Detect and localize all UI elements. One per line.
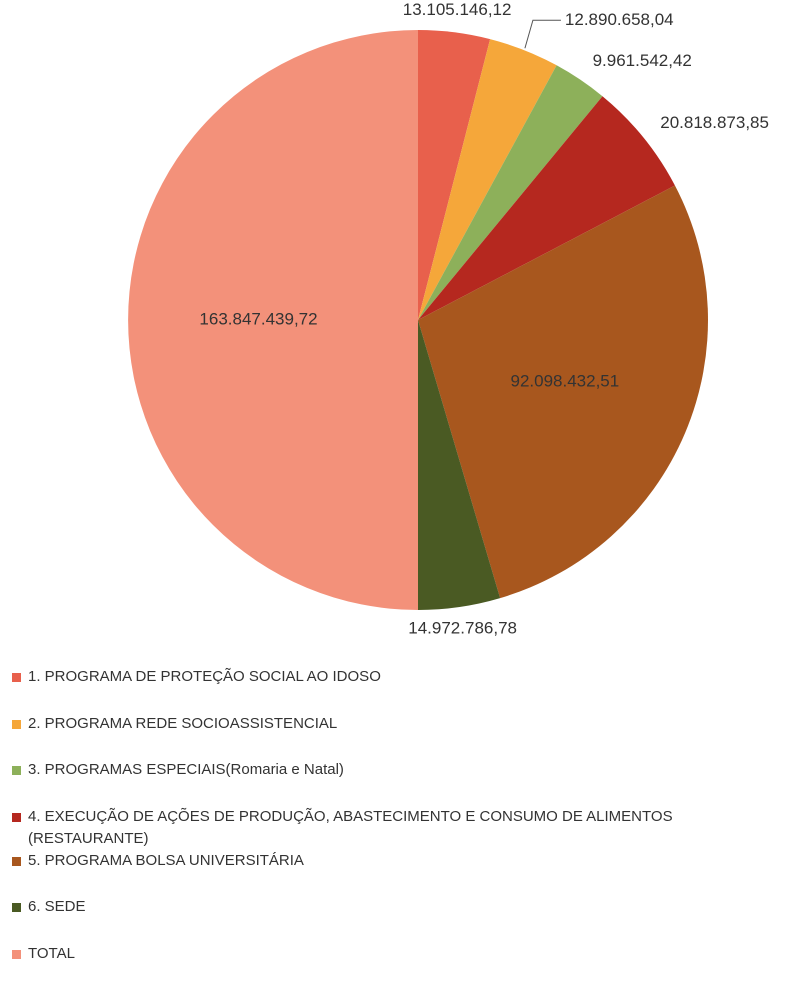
legend-item: 4. EXECUÇÃO DE AÇÕES DE PRODUÇÃO, ABASTE… [12, 806, 796, 850]
pie-slice [418, 65, 603, 320]
page: 13.105.146,12 12.890.658,04 9.961.542,42 20… [12, 0, 769, 962]
data-label: 163.847.439,72 [199, 309, 317, 328]
legend-item: 6. SEDE [12, 896, 796, 918]
chart: 13.105.146,12 12.890.658,04 9.961.542,42 20… [128, 0, 769, 637]
data-label: 92.098.432,51 [511, 372, 620, 391]
legend-swatch [12, 673, 21, 682]
legend-label: TOTAL [28, 944, 75, 962]
legend-item: TOTAL [12, 943, 796, 965]
legend-label: 5. PROGRAMA BOLSA UNIVERSITÁRIA [28, 851, 304, 869]
data-label: 13.105.146,12 [403, 0, 512, 19]
legend-label: 6. SEDE [28, 898, 86, 915]
leader-line [524, 19, 561, 49]
pie-slice [418, 96, 675, 320]
legend-swatch [12, 812, 21, 822]
legend-swatch [12, 719, 21, 729]
data-label: 20.818.873,85 [660, 113, 769, 132]
legend-swatch [12, 856, 21, 866]
pie-slice [418, 30, 491, 320]
legend-label: 2. PROGRAMA REDE SOCIOASSISTENCIAL [28, 714, 338, 732]
pie-slice [418, 185, 708, 599]
legend-item: 2. PROGRAMA REDE SOCIOASSISTENCIAL [12, 713, 796, 735]
pie-slice [418, 39, 557, 321]
legend-swatch [12, 949, 21, 959]
legend-label: 3. PROGRAMAS ESPECIAIS(Romaria e Natal) [28, 761, 344, 778]
legend-label: 1. PROGRAMA DE PROTEÇÃO SOCIAL AO IDOSO [28, 668, 381, 685]
data-label: 14.972.786,78 [408, 618, 517, 637]
pie-slice [418, 320, 501, 610]
data-label: 12.890.658,04 [565, 10, 674, 29]
legend-item: 3. PROGRAMAS ESPECIAIS(Romaria e Natal) [12, 759, 796, 781]
data-label: 9.961.542,42 [593, 51, 692, 70]
pie-slice [128, 30, 419, 610]
legend: 1. PROGRAMA DE PROTEÇÃO SOCIAL AO IDOSO 2… [12, 666, 796, 989]
legend-label: 4. EXECUÇÃO DE AÇÕES DE PRODUÇÃO, ABASTE… [28, 807, 673, 847]
legend-swatch [12, 766, 21, 775]
legend-item: 5. PROGRAMA BOLSA UNIVERSITÁRIA [12, 850, 796, 872]
legend-swatch [12, 903, 21, 912]
legend-item: 1. PROGRAMA DE PROTEÇÃO SOCIAL AO IDOSO [12, 666, 796, 688]
